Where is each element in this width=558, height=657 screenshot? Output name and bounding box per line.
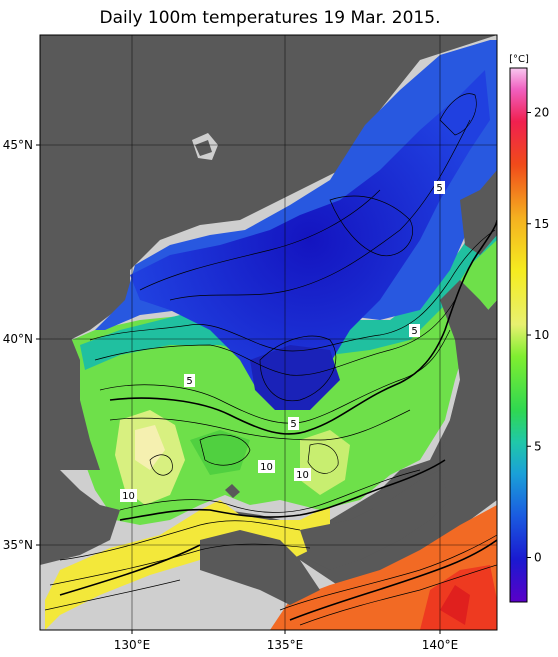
sea-cyan [80,210,497,370]
contour-label: 5 [186,376,192,387]
colorbar-unit: [°C] [509,54,529,65]
lon-label-135: 135°E [267,638,304,652]
colorbar-tick-label: 10 [534,328,549,342]
lon-label-140: 140°E [422,638,459,652]
korean-peninsula [40,335,100,470]
contour-label: 5 [290,419,296,430]
contour-label: 10 [296,470,309,481]
colorbar: [°C] 20 15 10 5 0 [509,54,549,603]
contour-label: 5 [411,326,417,337]
colorbar-tick-label: 20 [534,106,549,120]
lon-label-130: 130°E [114,638,151,652]
colorbar-ticks: 20 15 10 5 0 [527,106,549,565]
korean-peninsula-south [40,470,120,565]
lat-label-40: 40°N [3,332,33,346]
colorbar-tick-label: 0 [534,551,542,565]
map-area [40,35,497,630]
lat-label-45: 45°N [3,138,33,152]
lat-label-35: 35°N [3,538,33,552]
map-title: Daily 100m temperatures 19 Mar. 2015. [99,8,441,28]
warm-eddy-east [300,430,350,495]
contour-lines [44,93,497,626]
colorbar-tick-label: 5 [534,439,542,453]
hokkaido [460,170,497,255]
sea-cold-core [130,70,490,410]
contour-label: 5 [436,183,442,194]
major-contours [59,219,497,621]
map-frame [39,34,498,631]
contour-value-labels: 5 5 5 5 10 10 10 [120,181,445,502]
sea-warm-band [45,500,330,630]
honshu-north [440,280,497,480]
contour-label: 10 [260,462,273,473]
colorbar-tick-label: 15 [534,217,549,231]
axis-ticks [36,144,441,634]
graticule [40,35,497,630]
colorbar-scale [509,67,528,603]
contour-label: 10 [122,491,135,502]
honshu-west [200,530,320,605]
